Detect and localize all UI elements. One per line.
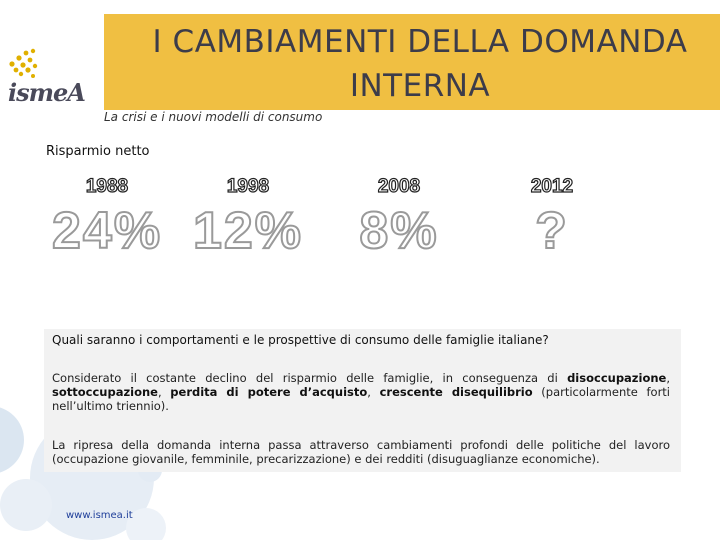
logo-wordmark: ismeA (8, 78, 86, 107)
title-line-1: I CAMBIAMENTI DELLA DOMANDA (152, 24, 688, 60)
question-text: Quali saranno i comportamenti e le prosp… (52, 333, 549, 347)
title-line-2: INTERNA (349, 68, 491, 104)
website-link[interactable]: www.ismea.it (66, 510, 133, 521)
p1-text: (particolarmente forti nell’ultimo trien… (52, 385, 670, 413)
p1-bold: crescente disequilibrio (379, 385, 533, 399)
stat-1988: 1988 24% (51, 175, 163, 261)
p1-text: , (666, 371, 670, 385)
stat-2008: 2008 8% (354, 175, 444, 261)
title-banner (104, 14, 720, 110)
stat-2012: 2012 ? (516, 175, 588, 261)
p1-text: Considerato il costante declino del risp… (52, 371, 568, 385)
p1-bold: sottoccupazione (52, 385, 158, 399)
ismea-logo (9, 48, 38, 78)
stat-value: ? (534, 201, 569, 261)
stat-year: 2008 (377, 175, 421, 197)
stat-value: 12% (192, 201, 304, 261)
stat-value: 24% (51, 201, 163, 261)
page-subtitle: La crisi e i nuovi modelli di consumo (104, 110, 323, 124)
text-box (44, 329, 681, 472)
stat-year: 2012 (530, 175, 574, 197)
stat-year: 1988 (85, 175, 129, 197)
p1-text: , (157, 385, 171, 399)
p1-bold: disoccupazione (567, 371, 667, 385)
paragraph-2: La ripresa della domanda interna passa a… (52, 438, 670, 466)
stat-value: 8% (358, 201, 439, 261)
page-title: I CAMBIAMENTI DELLA DOMANDA INTERNA (120, 20, 720, 108)
section-label: Risparmio netto (46, 144, 150, 159)
p1-text: , (367, 385, 380, 399)
paragraph-1: Considerato il costante declino del risp… (52, 371, 670, 413)
stat-year: 1998 (226, 175, 270, 197)
stat-1998: 1998 12% (192, 175, 304, 261)
p1-bold: perdita di potere d’acquisto (170, 385, 368, 399)
